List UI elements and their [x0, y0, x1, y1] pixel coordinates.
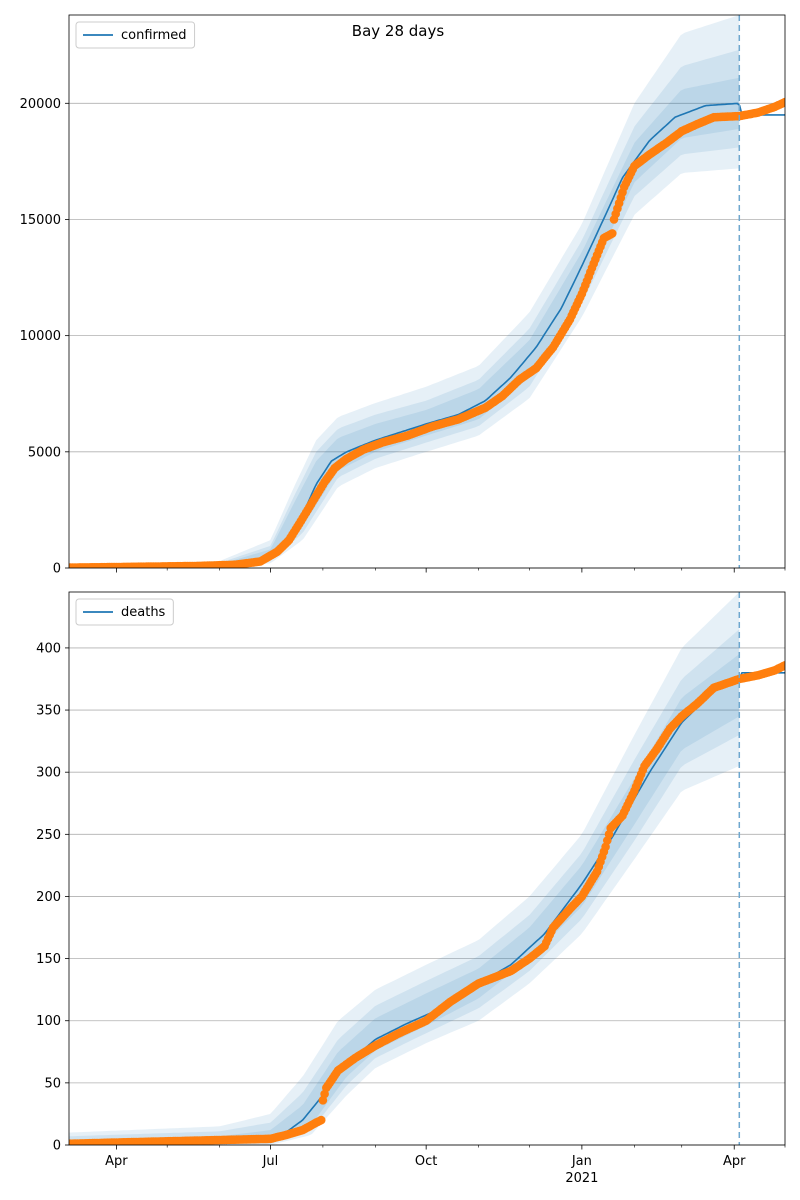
- observed-point: [316, 1115, 326, 1125]
- x-tick-label: Apr: [105, 1154, 128, 1169]
- confidence-band: [69, 592, 740, 1145]
- legend: deaths: [75, 598, 174, 626]
- y-tick-label: 200: [36, 890, 61, 905]
- observed-point: [608, 229, 617, 238]
- x-tick-label: Oct: [415, 1154, 437, 1169]
- y-tick-label: 50: [44, 1076, 61, 1091]
- y-tick-label: 0: [53, 562, 61, 577]
- y-tick-label: 400: [36, 641, 61, 656]
- y-tick-label: 0: [53, 1139, 61, 1154]
- y-tick-label: 15000: [20, 213, 61, 228]
- axes-frame: [68, 591, 786, 1146]
- y-tick-label: 10000: [20, 329, 61, 344]
- panel-deaths: 0 50 100 150 200 250 300 350 400 Apr Jul Oct Jan 2021…: [36, 591, 786, 1186]
- legend-box: [75, 598, 174, 626]
- legend-box: [75, 21, 196, 49]
- plot-area: [69, 15, 785, 568]
- y-tick-label: 20000: [20, 97, 61, 112]
- x-tick-label: Jul: [262, 1154, 279, 1169]
- y-tick-label: 150: [36, 952, 61, 967]
- confidence-band: [69, 629, 740, 1145]
- chart-title: Bay 28 days: [352, 22, 445, 40]
- confidence-band: [69, 15, 740, 568]
- observed-series: [69, 97, 785, 568]
- plot-area: [69, 592, 785, 1145]
- x-tick-label: Jan: [571, 1154, 592, 1169]
- observed-series: [69, 661, 785, 1145]
- panel-confirmed: 0 5000 10000 15000 20000 confirmed: [20, 14, 786, 577]
- y-tick-label: 300: [36, 766, 61, 781]
- confidence-band: [69, 77, 740, 568]
- y-tick-label: 350: [36, 704, 61, 719]
- legend-label: deaths: [121, 605, 166, 620]
- y-tick-label: 5000: [28, 445, 61, 460]
- y-tick-label: 250: [36, 828, 61, 843]
- y-tick-label: 100: [36, 1014, 61, 1029]
- observed-point: [780, 661, 785, 670]
- x-tick-sublabel: 2021: [565, 1171, 598, 1186]
- axes-frame: [68, 14, 786, 569]
- x-tick-label: Apr: [723, 1154, 746, 1169]
- observed-point: [780, 97, 785, 107]
- legend-label: confirmed: [121, 28, 187, 43]
- confidence-band: [69, 49, 740, 568]
- legend: confirmed: [75, 21, 196, 49]
